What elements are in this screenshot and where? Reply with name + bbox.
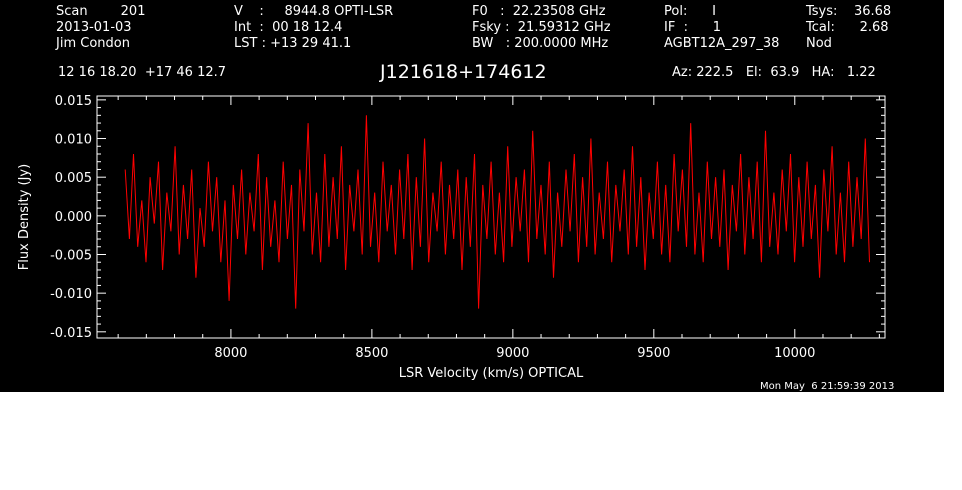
y-axis-label: Flux Density (Jy) xyxy=(17,164,32,270)
if-number: IF : 1 xyxy=(664,20,722,35)
source-name: J121618+174612 xyxy=(380,61,547,83)
velocity-info: V : 8944.8 OPTI-LSR xyxy=(234,4,394,19)
polarization: Pol: I xyxy=(664,4,716,19)
plot-frame xyxy=(96,95,886,339)
plot-timestamp: Mon May 6 21:59:39 2013 xyxy=(760,381,895,392)
obs-procedure: Nod xyxy=(806,36,832,51)
spectrum-series-line xyxy=(124,115,870,309)
axes-layer: 8000 8500 9000 9500 10000 -0.015 -0.010 -0.005 0… xyxy=(50,94,885,361)
x-axis-label: LSR Velocity (km/s) OPTICAL xyxy=(399,366,584,381)
rest-frequency: F0 : 22.23508 GHz xyxy=(472,4,606,19)
spectrum-panel: Scan 201 2013-01-03 Jim Condon V : 8944.… xyxy=(0,0,944,392)
project-id: AGBT12A_297_38 xyxy=(664,36,780,51)
observer: Jim Condon xyxy=(56,36,130,51)
y-tick-label: 0.005 xyxy=(55,171,92,186)
x-tick-label: 8500 xyxy=(355,346,388,361)
x-tick-label: 10000 xyxy=(774,346,815,361)
y-tick-label: -0.005 xyxy=(50,248,92,263)
source-coordinates: 12 16 18.20 +17 46 12.7 xyxy=(58,65,227,80)
y-tick-label: 0.015 xyxy=(55,94,92,109)
az-el-ha: Az: 222.5 El: 63.9 HA: 1.22 xyxy=(672,65,876,80)
integration-time: Int : 00 18 12.4 xyxy=(234,20,343,35)
y-tick-label: -0.010 xyxy=(50,287,92,302)
sky-frequency: Fsky : 21.59312 GHz xyxy=(472,20,611,35)
bandwidth: BW : 200.0000 MHz xyxy=(472,36,609,51)
tcal: Tcal: 2.68 xyxy=(806,20,889,35)
x-tick-label: 9500 xyxy=(637,346,670,361)
tsys: Tsys: 36.68 xyxy=(806,4,892,19)
y-tick-label: 0.000 xyxy=(55,210,92,225)
spectrum-chart: 8000 8500 9000 9500 10000 -0.015 -0.010 -0.005 0… xyxy=(17,94,886,381)
obs-date: 2013-01-03 xyxy=(56,20,132,35)
lst-info: LST : +13 29 41.1 xyxy=(234,36,352,51)
y-tick-label: -0.015 xyxy=(50,326,92,341)
x-tick-label: 9000 xyxy=(496,346,529,361)
y-tick-label: 0.010 xyxy=(55,133,92,148)
x-tick-label: 8000 xyxy=(214,346,247,361)
scan-number: Scan 201 xyxy=(56,4,146,19)
series-layer xyxy=(124,115,870,309)
